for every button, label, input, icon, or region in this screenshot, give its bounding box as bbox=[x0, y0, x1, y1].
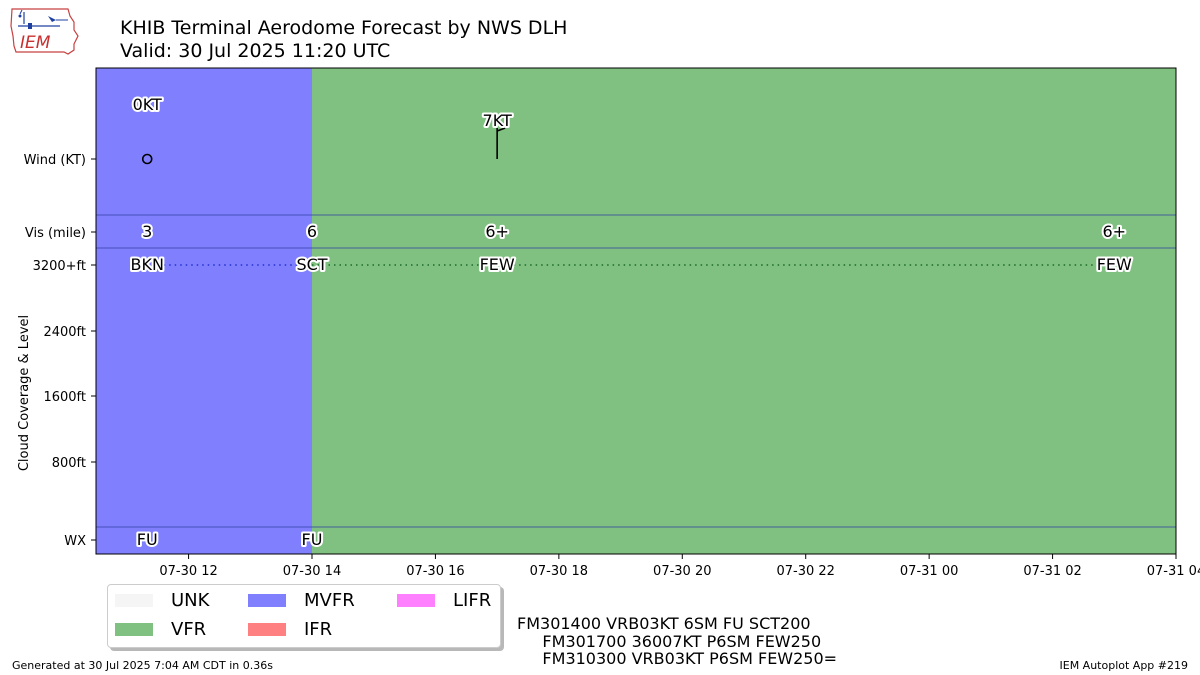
legend-label-ifr: IFR bbox=[304, 619, 333, 640]
vis-label-1: 6 bbox=[307, 222, 317, 241]
y-tick-2400: 2400ft bbox=[43, 325, 86, 340]
chart-subtitle: Valid: 30 Jul 2025 11:20 UTC bbox=[120, 40, 391, 62]
x-tick-label-1: 07-30 14 bbox=[283, 564, 341, 579]
wind-label-2: 7KT bbox=[483, 111, 512, 130]
legend-swatch-lifr bbox=[397, 594, 435, 607]
legend-swatch-ifr bbox=[248, 623, 286, 636]
legend-swatch-mvfr bbox=[248, 594, 286, 607]
x-tick-label-4: 07-30 20 bbox=[653, 564, 711, 579]
wind-label-0: 0KT bbox=[133, 95, 162, 114]
legend-item-unk: UNK bbox=[115, 590, 209, 611]
taf-line-2: FM301700 36007KT P6SM FEW250 bbox=[517, 631, 822, 651]
taf-line-3: FM310300 VRB03KT P6SM FEW250= bbox=[517, 649, 838, 668]
plot-frame bbox=[95, 67, 1177, 555]
x-tick-label-7: 07-31 02 bbox=[1023, 564, 1081, 579]
forecast-labels: 0KT 3 BKN FU 6 SCT FU 7KT 6+ FEW 6+ FEW bbox=[129, 93, 1135, 551]
generated-footer: Generated at 30 Jul 2025 7:04 AM CDT in … bbox=[12, 659, 273, 672]
legend-swatch-vfr bbox=[115, 623, 153, 636]
band-vfr bbox=[312, 68, 1176, 554]
app-footer: IEM Autoplot App #219 bbox=[1059, 659, 1189, 672]
wind-marks bbox=[141, 127, 506, 165]
vis-label-0: 3 bbox=[142, 222, 152, 241]
legend-item-mvfr: MVFR bbox=[248, 590, 355, 611]
calm-wind-circle bbox=[141, 153, 153, 165]
y-label-wind: Wind (KT) bbox=[24, 153, 86, 168]
taf-line-1: FM301400 VRB03KT 6SM FU SCT200 bbox=[517, 614, 811, 633]
taf-text: FM301400 VRB03KT 6SM FU SCT200 FM301700 … bbox=[517, 615, 837, 668]
x-tick-label-8: 07-31 04 bbox=[1147, 564, 1200, 579]
wx-label-1: FU bbox=[302, 530, 323, 549]
legend-item-lifr: LIFR bbox=[397, 590, 491, 611]
x-tick-label-2: 07-30 16 bbox=[406, 564, 464, 579]
cloud-label-3: FEW bbox=[1097, 255, 1132, 274]
legend-item-ifr: IFR bbox=[248, 619, 332, 640]
legend-label-lifr: LIFR bbox=[453, 590, 492, 611]
y-axis: Wind (KT) Vis (mile) 3200+ft 2400ft 1600… bbox=[17, 153, 96, 549]
y-tick-800: 800ft bbox=[52, 456, 86, 471]
chart-title: KHIB Terminal Aerodome Forecast by NWS D… bbox=[120, 17, 568, 39]
wx-label-0: FU bbox=[137, 530, 158, 549]
x-tick-label-0: 07-30 12 bbox=[159, 564, 217, 579]
cloud-label-1: SCT bbox=[296, 255, 327, 274]
wind-barb-flag bbox=[496, 127, 506, 132]
legend: UNK MVFR LIFR VFR IFR bbox=[107, 584, 501, 648]
legend-item-vfr: VFR bbox=[115, 619, 206, 640]
cloud-label-0: BKN bbox=[131, 255, 164, 274]
flight-category-bands bbox=[96, 68, 1176, 554]
logo-text: IEM bbox=[20, 33, 51, 53]
y-tick-3200: 3200+ft bbox=[33, 259, 86, 274]
legend-label-unk: UNK bbox=[171, 590, 210, 611]
x-axis-ticks: 07-30 12 07-30 14 07-30 16 07-30 18 07-30 20… bbox=[159, 554, 1200, 579]
iem-logo: IEM bbox=[8, 6, 80, 58]
y-axis-title: Cloud Coverage & Level bbox=[17, 315, 32, 471]
legend-label-mvfr: MVFR bbox=[304, 590, 355, 611]
legend-label-vfr: VFR bbox=[171, 619, 207, 640]
x-tick-label-6: 07-31 00 bbox=[900, 564, 958, 579]
y-tick-1600: 1600ft bbox=[43, 390, 86, 405]
x-tick-label-3: 07-30 18 bbox=[530, 564, 588, 579]
legend-swatch-unk bbox=[115, 594, 153, 607]
vis-label-2: 6+ bbox=[485, 222, 509, 241]
x-tick-label-5: 07-30 22 bbox=[776, 564, 834, 579]
y-label-wx: WX bbox=[64, 534, 86, 549]
band-mvfr bbox=[96, 68, 312, 554]
row-dividers bbox=[96, 214, 1176, 528]
cloud-label-2: FEW bbox=[480, 255, 515, 274]
vis-label-3: 6+ bbox=[1102, 222, 1126, 241]
iowa-state-logo-icon: IEM bbox=[10, 8, 79, 55]
y-label-vis: Vis (mile) bbox=[25, 226, 86, 241]
